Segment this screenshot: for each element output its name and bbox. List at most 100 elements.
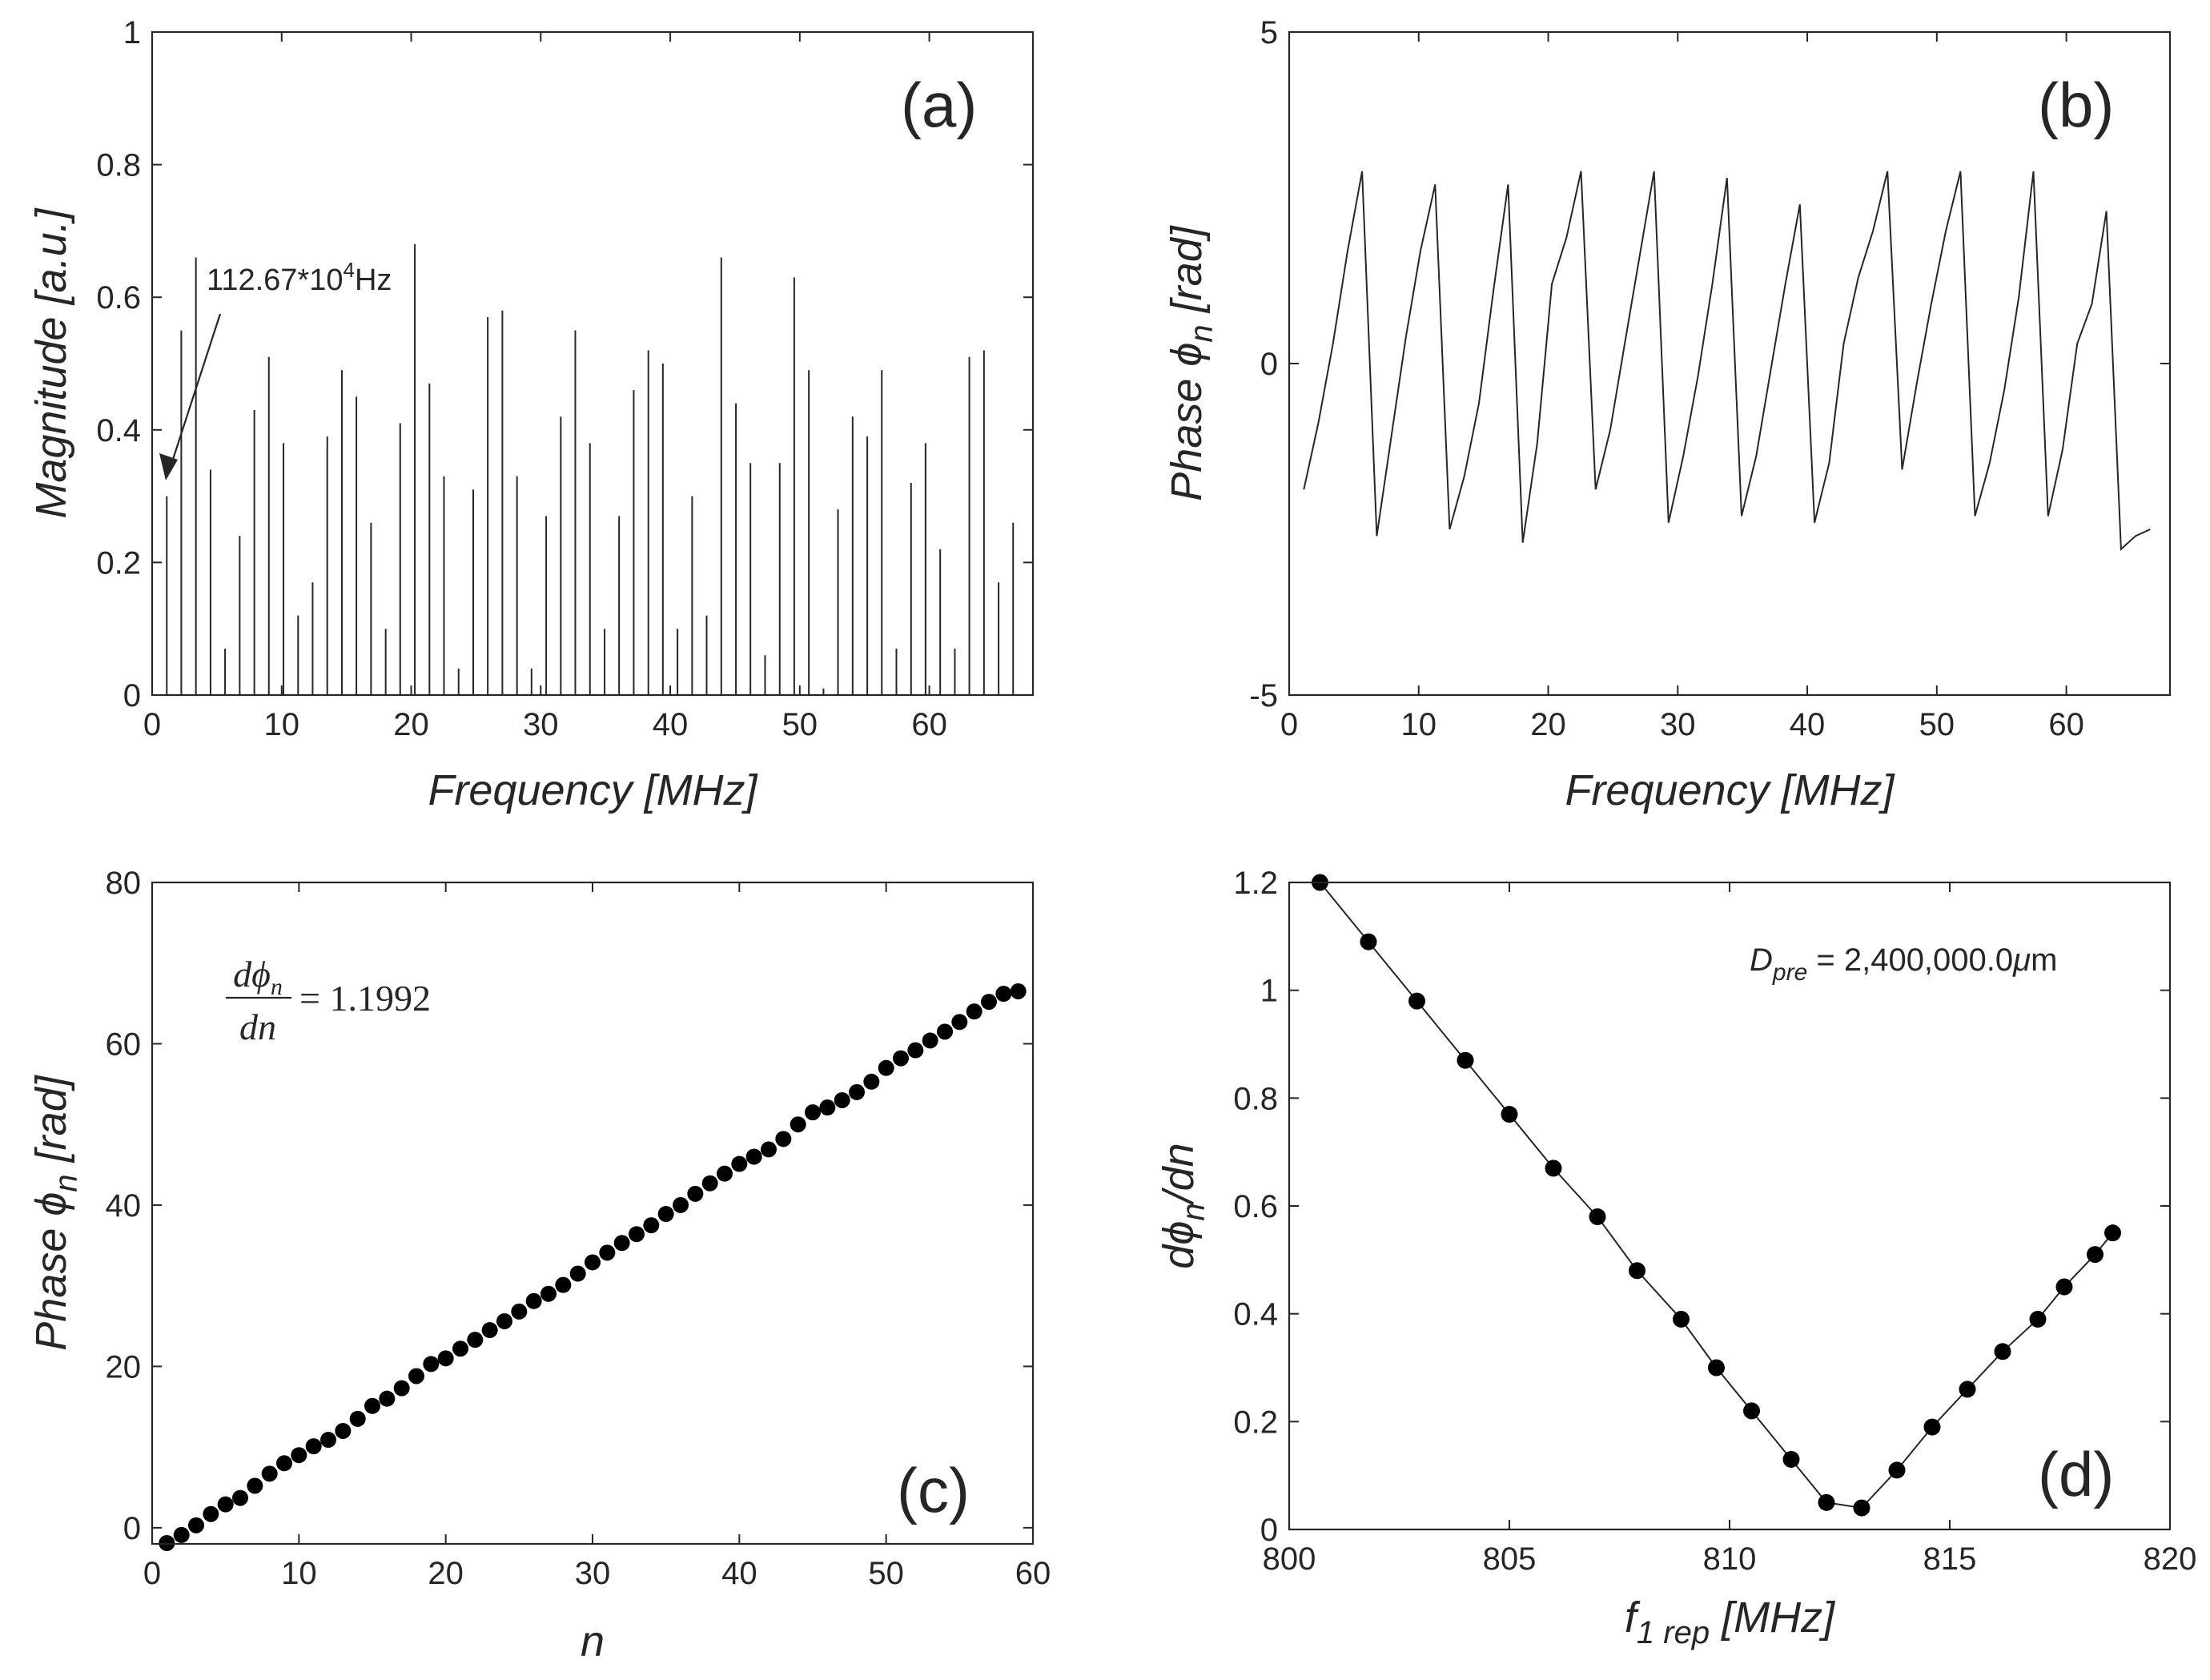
annotation-D: D bbox=[1750, 942, 1773, 978]
slope-point bbox=[1457, 1051, 1474, 1069]
phase-point bbox=[232, 1489, 248, 1506]
x-tick-label: 30 bbox=[523, 707, 559, 742]
y-tick-label: 5 bbox=[1260, 15, 1278, 50]
x-tick-label: 10 bbox=[281, 1556, 317, 1591]
panel-a-annotation: 112.67*104Hz bbox=[159, 258, 392, 480]
ylabel-phi: ϕ bbox=[1155, 1221, 1203, 1245]
ylabel-main: Phase bbox=[1163, 367, 1211, 501]
annotation-mu: μ bbox=[2012, 942, 2031, 978]
y-tick-label: 0.2 bbox=[1233, 1405, 1278, 1440]
panel-a-bars bbox=[166, 243, 1015, 695]
annotation-value: = 2,400,000.0 bbox=[1807, 942, 2013, 978]
ylabel-suffix: /dn bbox=[1155, 1143, 1203, 1206]
phase-point bbox=[349, 1410, 366, 1427]
panel-b-phase-spectrum: 0 10 20 30 40 50 60-505 Frequency [MHz] Phase … bbox=[1163, 15, 2172, 814]
y-tick-label: 1 bbox=[1260, 974, 1278, 1009]
equation-denominator: dn bbox=[239, 1007, 276, 1047]
phase-point bbox=[320, 1432, 336, 1449]
x-tick-label: 800 bbox=[1263, 1541, 1316, 1577]
x-tick-label: 40 bbox=[653, 707, 689, 742]
y-tick-label: 20 bbox=[106, 1349, 142, 1385]
phase-point bbox=[305, 1438, 322, 1455]
panel-c-tag: (c) bbox=[897, 1455, 970, 1525]
panel-d-line-and-markers bbox=[1312, 874, 2121, 1517]
y-tick-label: 0 bbox=[123, 678, 141, 713]
panel-c-equation: dϕn dn = 1.1992 bbox=[226, 954, 431, 1047]
slope-point bbox=[1782, 1450, 1800, 1468]
y-tick-label: 40 bbox=[106, 1188, 142, 1224]
panel-c-points bbox=[159, 983, 1027, 1551]
x-tick-label: 810 bbox=[1703, 1541, 1757, 1577]
phase-point bbox=[761, 1141, 777, 1158]
phase-series-line bbox=[1303, 171, 2151, 551]
x-tick-label: 50 bbox=[782, 707, 818, 742]
panel-a-ticks bbox=[151, 31, 1033, 696]
x-tick-label: 50 bbox=[1919, 707, 1955, 742]
phase-point bbox=[437, 1350, 454, 1367]
ylabel-unit: [rad] bbox=[1163, 224, 1211, 324]
phase-point bbox=[878, 1059, 894, 1076]
slope-point bbox=[1545, 1160, 1562, 1177]
slope-point bbox=[1959, 1381, 1976, 1398]
phase-point bbox=[922, 1032, 938, 1049]
annotation-unit: Hz bbox=[355, 263, 392, 297]
phase-point bbox=[291, 1447, 307, 1464]
phase-point bbox=[188, 1517, 204, 1533]
x-tick-label: 0 bbox=[143, 1556, 161, 1591]
x-tick-label: 30 bbox=[575, 1556, 611, 1591]
phase-point bbox=[217, 1496, 234, 1513]
y-tick-label: 0.4 bbox=[1233, 1297, 1278, 1332]
y-tick-label: 0.2 bbox=[96, 545, 141, 581]
slope-point bbox=[1360, 933, 1377, 951]
phase-point bbox=[745, 1148, 762, 1165]
phase-point bbox=[951, 1014, 968, 1031]
xlabel-subscript: 1 rep bbox=[1637, 1615, 1710, 1650]
ylabel-phi: ϕ bbox=[27, 1192, 75, 1216]
annotation-superscript: 4 bbox=[343, 258, 354, 282]
x-tick-label: 40 bbox=[721, 1556, 757, 1591]
phase-point bbox=[540, 1285, 557, 1302]
x-tick-label: 50 bbox=[868, 1556, 904, 1591]
annotation-base: 112.67*10 bbox=[207, 263, 343, 297]
phase-point bbox=[775, 1131, 792, 1147]
slope-point bbox=[1673, 1310, 1690, 1328]
phase-point bbox=[966, 1003, 982, 1020]
x-tick-label: 815 bbox=[1923, 1541, 1977, 1577]
phase-point bbox=[452, 1340, 468, 1357]
y-tick-label: 0 bbox=[123, 1511, 141, 1546]
panel-b-tick-labels: 0 10 20 30 40 50 60-505 bbox=[1249, 15, 2083, 742]
numerator-d: d bbox=[233, 954, 252, 995]
phase-point bbox=[907, 1042, 924, 1059]
phase-point bbox=[276, 1455, 292, 1472]
equation-value: = 1.1992 bbox=[299, 978, 431, 1019]
panel-b-line bbox=[1303, 171, 2151, 551]
equation-numerator: dϕn bbox=[233, 954, 283, 1000]
slope-point bbox=[1589, 1208, 1606, 1225]
phase-point bbox=[379, 1390, 396, 1407]
panel-a-y-axis-label: Magnitude [a.u.] bbox=[27, 207, 75, 518]
x-tick-label: 40 bbox=[1790, 707, 1826, 742]
phase-point bbox=[731, 1156, 748, 1172]
slope-point bbox=[1629, 1262, 1645, 1280]
phase-point bbox=[173, 1526, 190, 1543]
slope-point bbox=[1923, 1418, 1941, 1436]
panel-a-magnitude-spectrum: 0 10 20 30 40 50 60 0 0.2 0.4 0.6 0.8 1 Frequency [M… bbox=[27, 15, 1035, 814]
slope-point bbox=[2104, 1224, 2121, 1242]
phase-point bbox=[496, 1312, 512, 1329]
panel-c-y-axis-label: Phase ϕn [rad] bbox=[27, 1074, 84, 1350]
slope-series-line bbox=[1319, 882, 2114, 1509]
panel-c-frame bbox=[151, 881, 1035, 1545]
panel-a-annotation-text: 112.67*104Hz bbox=[207, 258, 392, 297]
x-tick-label: 20 bbox=[428, 1556, 464, 1591]
y-tick-label: 0.8 bbox=[96, 148, 141, 183]
y-tick-label: 0.4 bbox=[96, 413, 141, 448]
phase-point bbox=[511, 1303, 528, 1320]
phase-point bbox=[481, 1322, 498, 1339]
slope-point bbox=[2087, 1246, 2104, 1264]
phase-point bbox=[423, 1356, 440, 1373]
annotation-unit: m bbox=[2031, 942, 2057, 978]
phase-point bbox=[261, 1465, 278, 1482]
phase-point bbox=[569, 1265, 586, 1282]
panel-d-annotation: Dpre = 2,400,000.0μm bbox=[1750, 942, 2057, 986]
y-tick-label: 1 bbox=[123, 15, 141, 50]
